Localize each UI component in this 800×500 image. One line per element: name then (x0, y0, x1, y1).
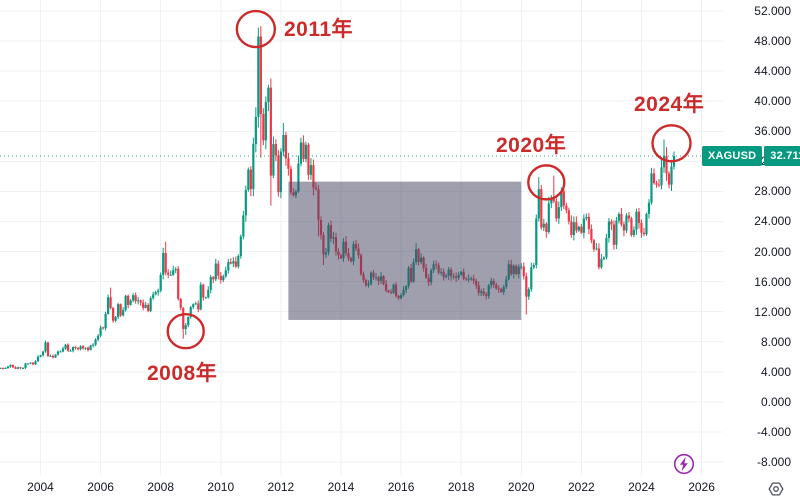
annotation-circle-2020[interactable] (527, 164, 566, 201)
time-tick-label: 2020 (507, 480, 535, 494)
gear-outline (768, 482, 784, 496)
chart-pane[interactable] (0, 0, 723, 475)
time-tick-label: 2014 (327, 480, 355, 494)
highlight-box[interactable] (288, 181, 522, 320)
last-price-value: 32.711 (764, 146, 800, 166)
time-tick-label: 2006 (87, 480, 114, 494)
price-tick-label: 52.000 (754, 4, 791, 18)
price-tick-label: 28.000 (754, 184, 791, 199)
annotation-label-2011[interactable]: 2011年 (284, 18, 354, 41)
lightning-glyph (679, 456, 688, 472)
time-tick-label: 2016 (387, 480, 415, 494)
gear-icon[interactable] (766, 479, 786, 499)
price-tick-label: 20.000 (754, 244, 791, 259)
time-tick-label: 2022 (568, 480, 595, 494)
price-tick-label: 8.000 (760, 334, 791, 349)
price-tick-label: 4.000 (760, 364, 791, 379)
annotation-circle-2011[interactable] (235, 9, 277, 49)
annotation-circle-2008[interactable] (166, 313, 205, 350)
price-tick-label: -4.000 (756, 424, 791, 439)
price-tick-label: 40.000 (754, 94, 791, 109)
time-scale[interactable]: 2004 2006 2008 2010 2012 2014 2016 2018 2020 2022… (0, 475, 800, 500)
time-tick-label: 2010 (207, 480, 235, 494)
price-tick-label: 48.000 (754, 34, 791, 49)
time-tick-label: 2008 (147, 480, 175, 494)
time-tick-label: 2024 (628, 480, 655, 494)
annotation-label-2024[interactable]: 2024年 (634, 93, 705, 116)
time-tick-label: 2004 (27, 480, 54, 494)
time-tick-label: 2012 (267, 480, 295, 494)
time-tick-label: 2026 (688, 480, 715, 494)
price-tick-label: 36.000 (754, 124, 791, 139)
price-tick-label: -8.000 (756, 455, 791, 469)
price-scale[interactable]: 52.00048.00044.00040.00036.00032.00028.0… (723, 0, 800, 475)
price-tick-label: 12.000 (754, 304, 791, 319)
annotation-label-2020[interactable]: 2020年 (496, 134, 567, 157)
lightning-bolt-icon[interactable] (672, 452, 696, 476)
time-tick-label: 2018 (447, 480, 475, 494)
gear-hole (773, 486, 779, 492)
annotation-circle-2024[interactable] (651, 124, 692, 163)
price-tick-label: 16.000 (754, 274, 791, 289)
symbol-label: XAGUSD (702, 146, 763, 166)
price-tick-label: 24.000 (754, 214, 791, 229)
annotation-label-2008[interactable]: 2008年 (147, 362, 218, 385)
price-tick-label: 0.000 (760, 394, 791, 409)
price-tick-label: 44.000 (754, 64, 791, 79)
last-price-badge[interactable]: XAGUSD 32.711 (702, 146, 800, 166)
